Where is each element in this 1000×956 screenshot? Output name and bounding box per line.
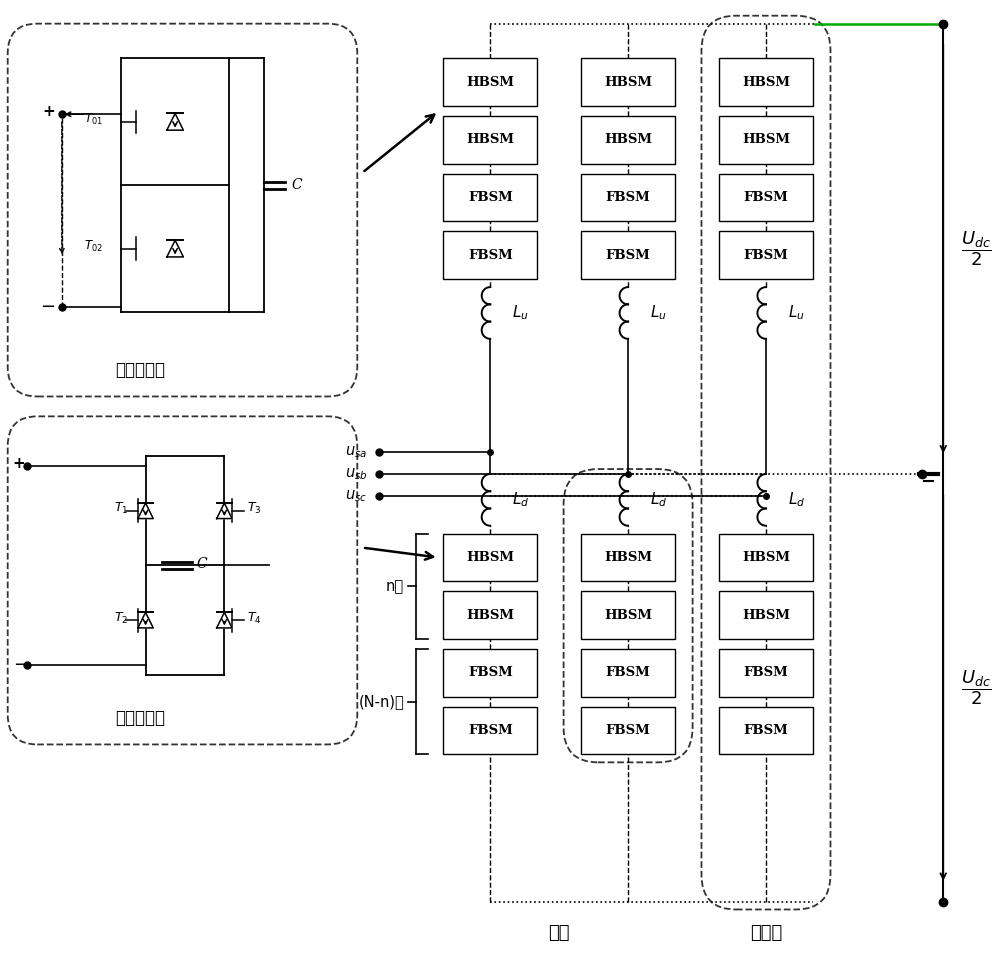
Text: C: C [197,556,207,571]
Bar [581,174,675,222]
Bar [443,58,537,106]
Text: FBSM: FBSM [744,666,788,680]
Bar [443,649,537,697]
Text: $u_{sa}$: $u_{sa}$ [345,445,367,460]
Text: FBSM: FBSM [744,724,788,737]
Bar [581,231,675,279]
Text: FBSM: FBSM [606,724,650,737]
Text: n个: n个 [386,579,404,594]
Text: $u_{sb}$: $u_{sb}$ [345,467,367,482]
Bar [581,649,675,697]
Text: FBSM: FBSM [606,249,650,262]
Text: 相单元: 相单元 [750,924,782,943]
Text: HBSM: HBSM [604,134,652,146]
Text: $T_2$: $T_2$ [114,611,128,626]
Text: 全桥子模块: 全桥子模块 [116,708,166,727]
Text: $L_u$: $L_u$ [650,304,667,322]
Text: $L_d$: $L_d$ [650,490,667,510]
Text: +: + [42,104,55,119]
Text: +: + [13,456,25,470]
Bar [443,231,537,279]
Text: $L_d$: $L_d$ [512,490,529,510]
Text: FBSM: FBSM [468,666,513,680]
Text: HBSM: HBSM [742,609,790,621]
Bar [443,174,537,222]
Text: −: − [40,298,55,316]
Bar [719,174,813,222]
Text: HBSM: HBSM [604,551,652,564]
Bar [719,58,813,106]
Polygon shape [167,114,183,130]
Text: (N-n)个: (N-n)个 [358,694,404,709]
Text: HBSM: HBSM [604,76,652,89]
Polygon shape [217,613,232,628]
Text: FBSM: FBSM [468,249,513,262]
Bar [719,592,813,639]
Text: HBSM: HBSM [466,609,514,621]
Text: −: − [13,656,28,674]
Bar [581,592,675,639]
Text: FBSM: FBSM [744,191,788,205]
Text: $\dfrac{U_{dc}}{2}$: $\dfrac{U_{dc}}{2}$ [961,229,992,269]
Text: $L_u$: $L_u$ [788,304,804,322]
Text: HBSM: HBSM [466,551,514,564]
Bar [443,116,537,163]
Bar [443,533,537,581]
Bar [581,58,675,106]
Text: $L_d$: $L_d$ [788,490,805,510]
Polygon shape [138,503,153,518]
Polygon shape [217,503,232,518]
Text: FBSM: FBSM [468,191,513,205]
Text: $u_{sc}$: $u_{sc}$ [345,489,367,504]
Text: $T_{02}$: $T_{02}$ [84,239,102,254]
Text: 桥蟂: 桥蟂 [548,924,570,943]
Text: FBSM: FBSM [606,191,650,205]
Bar [719,231,813,279]
Text: $\dfrac{U_{dc}}{2}$: $\dfrac{U_{dc}}{2}$ [961,668,992,707]
Text: $T_3$: $T_3$ [247,501,262,516]
Bar [719,116,813,163]
Bar [719,649,813,697]
Text: HBSM: HBSM [742,134,790,146]
Text: $T_{01}$: $T_{01}$ [84,112,102,127]
Bar [443,706,537,754]
Bar [443,592,537,639]
Bar [719,533,813,581]
Bar [581,533,675,581]
Bar [581,706,675,754]
Text: $T_4$: $T_4$ [247,611,262,626]
Bar [581,116,675,163]
Text: $T_1$: $T_1$ [114,501,128,516]
Text: FBSM: FBSM [468,724,513,737]
Text: HBSM: HBSM [604,609,652,621]
Text: $L_u$: $L_u$ [512,304,529,322]
Text: FBSM: FBSM [606,666,650,680]
Text: C: C [291,178,302,192]
Polygon shape [138,613,153,628]
Text: HBSM: HBSM [742,551,790,564]
Text: HBSM: HBSM [466,134,514,146]
Text: HBSM: HBSM [466,76,514,89]
Bar [719,706,813,754]
Text: 半桥子模块: 半桥子模块 [116,360,166,379]
Text: FBSM: FBSM [744,249,788,262]
Text: HBSM: HBSM [742,76,790,89]
Polygon shape [167,240,183,257]
